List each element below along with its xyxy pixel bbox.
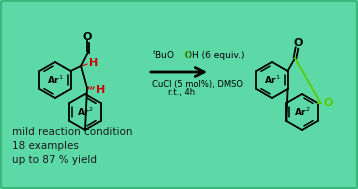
Text: $^t$BuO: $^t$BuO	[152, 49, 175, 61]
Text: Ar$^1$: Ar$^1$	[47, 74, 63, 86]
Text: O: O	[183, 50, 190, 60]
Text: O: O	[82, 32, 92, 42]
Text: 18 examples: 18 examples	[12, 141, 79, 151]
Text: Ar$^2$: Ar$^2$	[77, 106, 93, 118]
Text: up to 87 % yield: up to 87 % yield	[12, 155, 97, 165]
Text: O: O	[293, 38, 303, 48]
Text: Ar$^1$: Ar$^1$	[263, 74, 281, 86]
Text: OH (6 equiv.): OH (6 equiv.)	[185, 50, 245, 60]
Text: mild reaction condition: mild reaction condition	[12, 127, 132, 137]
Text: H: H	[89, 58, 98, 68]
Text: O: O	[324, 98, 333, 108]
Text: Ar$^2$: Ar$^2$	[294, 106, 310, 118]
Text: H: H	[96, 85, 105, 95]
Text: r.t., 4h: r.t., 4h	[168, 88, 195, 98]
Text: CuCl (5 mol%), DMSO: CuCl (5 mol%), DMSO	[152, 80, 243, 88]
